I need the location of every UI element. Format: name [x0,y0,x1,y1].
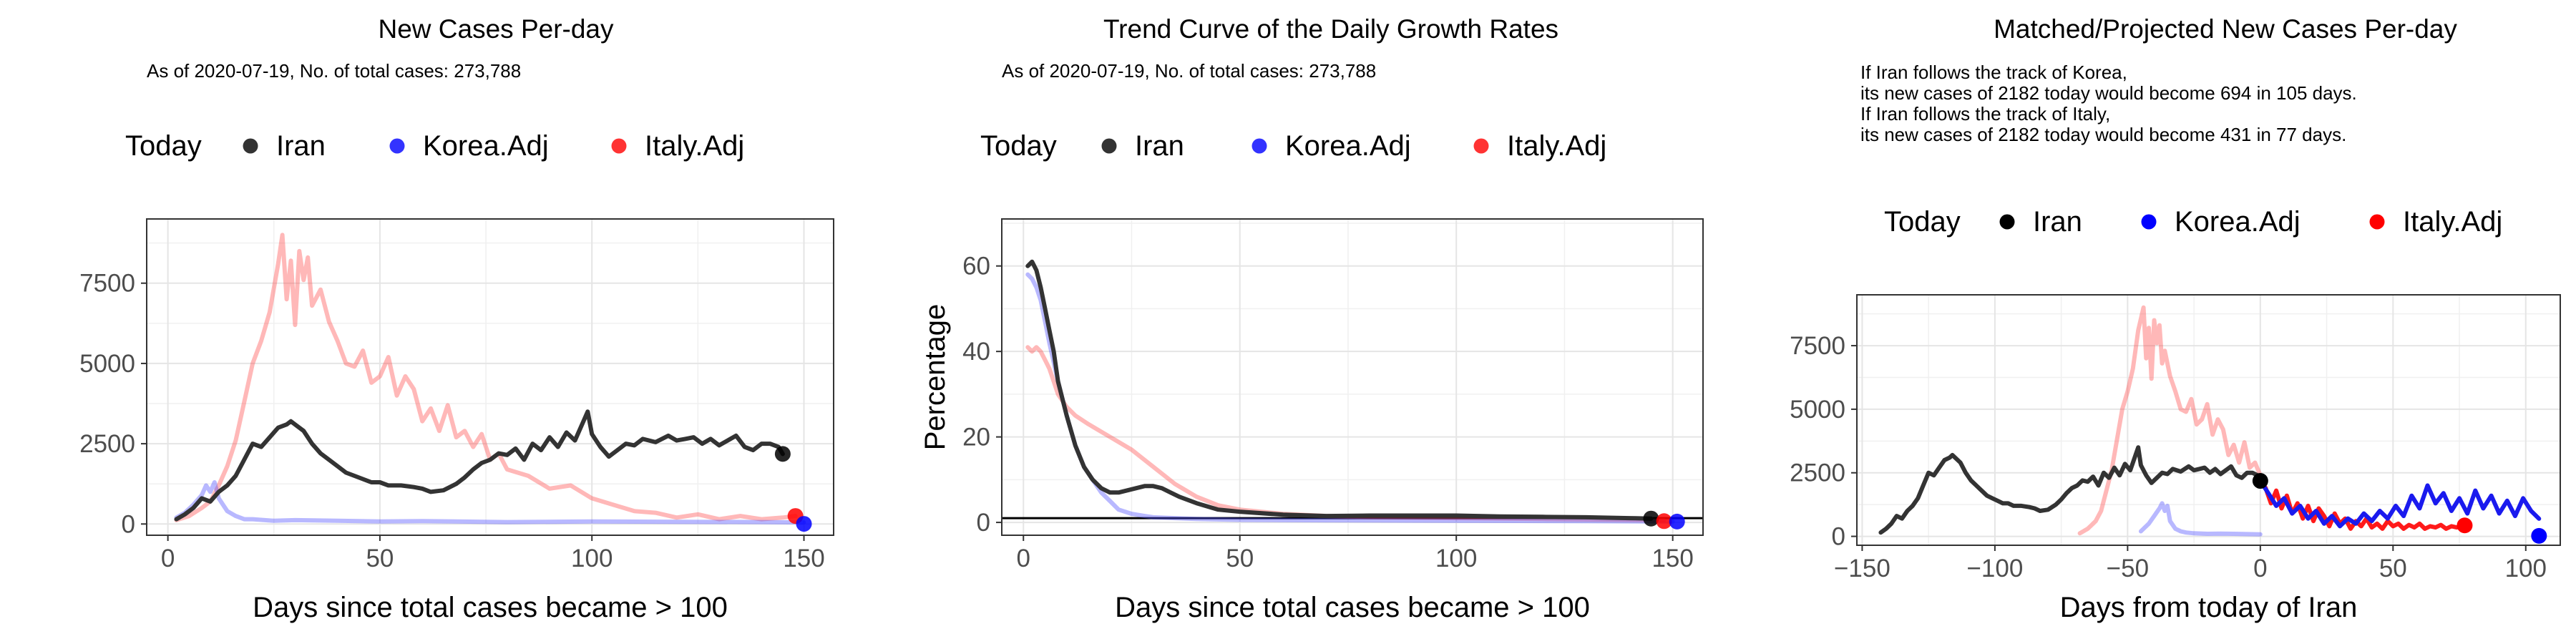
chart1-x-tick-label: 100 [571,545,613,572]
chart2-legend-label-iran: Iran [1135,130,1184,162]
chart1-y-tick-label: 2500 [79,430,135,458]
chart1-y-tick-label: 5000 [79,350,135,378]
chart3-legend-key-italy-adj [2369,214,2385,230]
chart1-title: New Cases Per-day [378,14,614,44]
chart2-y-tick-label: 60 [962,253,990,280]
chart3-y-tick-label: 0 [1832,523,1845,551]
chart3-note-line: If Iran follows the track of Korea, [1860,62,2127,83]
chart2-title: Trend Curve of the Daily Growth Rates [1103,14,1558,44]
chart3-series-iran [1878,445,2263,535]
chart2-x-tick-label: 0 [1017,545,1030,572]
chart1-legend-label-italy-adj: Italy.Adj [645,130,744,162]
chart3-note-line: its new cases of 2182 today would become… [1860,82,2357,104]
chart3-y-tick-label: 7500 [1790,332,1845,360]
chart1-legend-title: Today [125,130,202,162]
chart3-legend-label-italy-adj: Italy.Adj [2403,206,2502,238]
chart2-y-axis-label: Percentage [919,304,951,451]
chart3-plot-area [1857,295,2560,545]
chart3-x-tick-label: −50 [2107,555,2149,582]
chart1-today-point-iran [774,446,791,462]
chart1-x-axis-label: Days since total cases became > 100 [253,592,728,623]
chart2-legend-key-italy-adj [1473,138,1489,154]
chart3-x-tick-label: −100 [1966,555,2023,582]
chart2-x-axis-label: Days since total cases became > 100 [1115,592,1590,623]
chart3-note-line: If Iran follows the track of Italy, [1860,103,2110,125]
chart3-x-tick-label: 50 [2379,555,2407,582]
chart3-today-point-korea-adj [2531,527,2547,544]
chart2-today-point-iran [1643,510,1659,527]
chart3-series-korea-adj-projected [2258,479,2542,529]
chart1-y-tick-label: 7500 [79,270,135,298]
chart1-legend-key-italy-adj [611,138,627,154]
chart3-note-line: its new cases of 2182 today would become… [1860,124,2346,145]
chart3-series-italy-adj-past [2077,305,2263,536]
chart3-y-tick-label: 5000 [1790,396,1845,424]
chart2-series-iran [1025,259,1654,521]
chart2-x-tick-label: 100 [1435,545,1477,572]
chart3-today-point-italy-adj [2457,517,2473,534]
chart1-legend-key-iran [243,138,258,154]
chart1-today-point-korea-adj [796,516,812,532]
chart2-legend-key-korea-adj [1252,138,1267,154]
chart3-series-korea-adj-past [2138,501,2263,537]
chart1-series-italy-adj [174,233,798,522]
chart2-y-tick-label: 20 [962,424,990,452]
chart1-legend-label-iran: Iran [276,130,326,162]
chart1-legend-label-korea-adj: Korea.Adj [423,130,549,162]
chart3-legend-label-korea-adj: Korea.Adj [2175,206,2301,238]
chart1-subtitle: As of 2020-07-19, No. of total cases: 27… [147,60,521,82]
chart3-x-axis-label: Days from today of Iran [2060,592,2358,623]
chart1-y-tick-label: 0 [122,510,135,538]
chart1-x-tick-label: 0 [161,545,175,572]
chart1-legend-key-korea-adj [389,138,405,154]
chart2-y-tick-label: 0 [977,509,990,537]
chart3-legend-key-iran [1999,214,2015,230]
chart3-legend-title: Today [1884,206,1961,238]
chart3-legend-key-korea-adj [2141,214,2157,230]
chart2-series-korea-adj [1025,272,1675,524]
chart3-x-tick-label: 0 [2253,555,2267,582]
chart2-panel-border [1001,218,1704,536]
chart3-panel-border [1856,294,2561,546]
chart3-y-tick-label: 2500 [1790,459,1845,487]
chart2-legend-label-italy-adj: Italy.Adj [1507,130,1606,162]
chart1-series-iran [174,409,785,522]
chart1-plot-area [147,219,834,535]
chart1-x-tick-label: 50 [366,545,394,572]
chart2-legend-label-korea-adj: Korea.Adj [1285,130,1411,162]
chart2-today-point-korea-adj [1669,513,1685,530]
chart2-x-tick-label: 50 [1226,545,1254,572]
chart3-title: Matched/Projected New Cases Per-day [1994,14,2457,44]
chart2-legend-title: Today [980,130,1057,162]
chart2-today-point-italy-adj [1656,513,1672,530]
chart3-today-point-iran [2252,473,2268,489]
chart1-panel-border [146,218,834,536]
chart2-legend-key-iran [1101,138,1117,154]
chart1-series-korea-adj [174,480,806,525]
chart3-legend-label-iran: Iran [2033,206,2082,238]
chart2-subtitle: As of 2020-07-19, No. of total cases: 27… [1002,60,1376,82]
chart2-plot-area [1002,219,1703,535]
chart3-x-tick-label: 100 [2505,555,2547,582]
chart3-x-tick-label: −150 [1834,555,1890,582]
chart2-x-tick-label: 150 [1652,545,1693,572]
chart2-y-tick-label: 40 [962,338,990,366]
chart1-x-tick-label: 150 [783,545,824,572]
